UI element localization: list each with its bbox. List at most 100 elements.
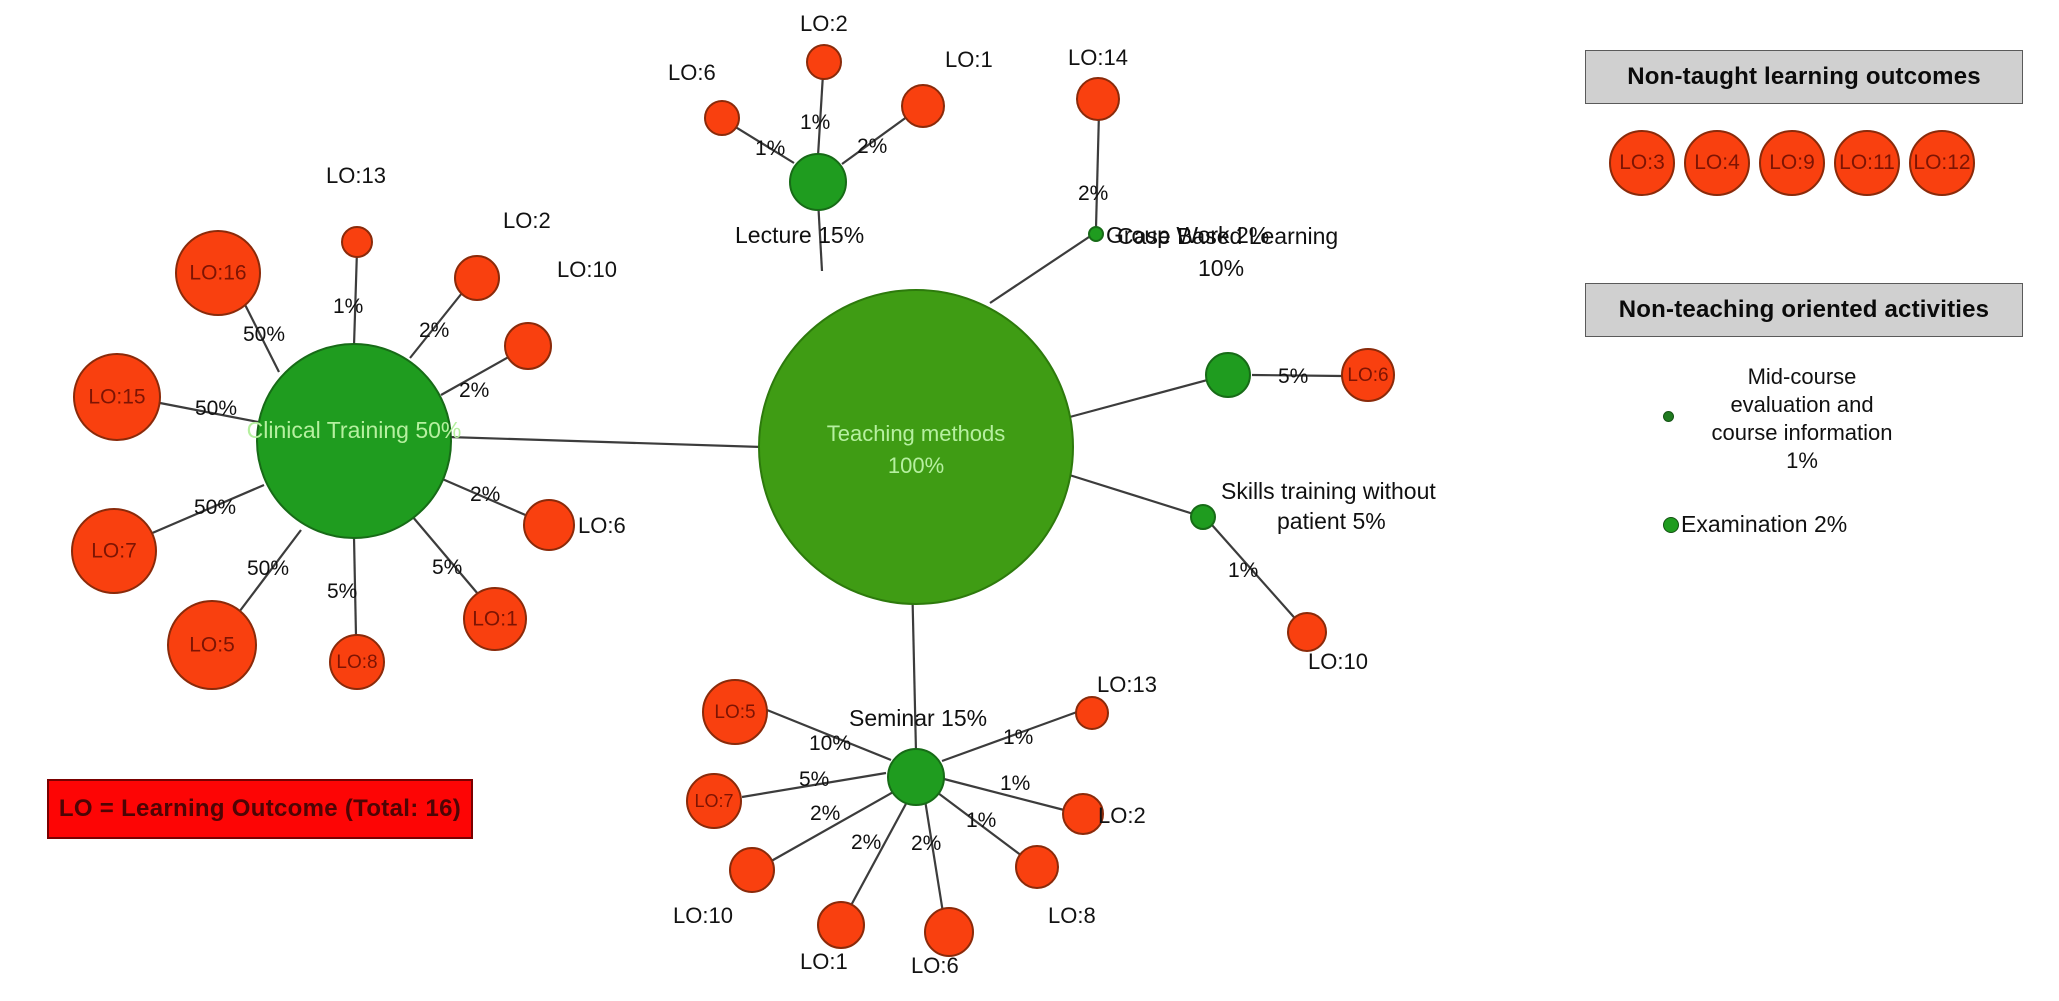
node-lecture[interactable] bbox=[789, 153, 847, 211]
non-taught-chip[interactable]: LO:9 bbox=[1759, 130, 1825, 196]
ct-lo5-label: LO:5 bbox=[189, 634, 235, 657]
hub-label-line2: 100% bbox=[888, 453, 944, 478]
lec-lo1-label: LO:1 bbox=[945, 47, 993, 72]
non-taught-header: Non-taught learning outcomes bbox=[1585, 50, 2023, 104]
node-ct-lo7[interactable] bbox=[71, 508, 157, 594]
node-teaching-methods[interactable] bbox=[758, 289, 1074, 605]
node-ct-lo15[interactable] bbox=[73, 353, 161, 441]
edge-sk-lo10 bbox=[1211, 524, 1301, 625]
cbl-label-line1: Case Based Learning bbox=[1117, 223, 1338, 249]
sem-lo13-label: LO:13 bbox=[1097, 672, 1157, 697]
node-case-based-learning[interactable] bbox=[1205, 352, 1251, 398]
pct-ct-lo6: 2% bbox=[470, 483, 500, 506]
pct-ct-lo10: 2% bbox=[459, 379, 489, 402]
sem-lo1-label: LO:1 bbox=[800, 949, 848, 974]
ct-lo1-label: LO:1 bbox=[472, 608, 518, 631]
node-cbl-lo6[interactable] bbox=[1341, 348, 1395, 402]
pct-sem-lo10: 2% bbox=[810, 802, 840, 825]
edge-ct-lo8 bbox=[352, 536, 358, 637]
examination-label: Examination 2% bbox=[1681, 511, 1848, 537]
midcourse-text: Mid-course evaluation and course informa… bbox=[1677, 363, 1927, 475]
examination-dot-icon bbox=[1663, 516, 1679, 533]
pct-sem-lo2: 1% bbox=[1000, 772, 1030, 795]
non-teaching-item-examination[interactable]: Examination 2% bbox=[1663, 511, 1847, 538]
non-taught-chip[interactable]: LO:4 bbox=[1684, 130, 1750, 196]
non-taught-chip-row: LO:3 LO:4 LO:9 LO:11 LO:12 bbox=[1585, 130, 2023, 196]
non-taught-chip[interactable]: LO:3 bbox=[1609, 130, 1675, 196]
node-ct-lo6[interactable] bbox=[523, 499, 575, 551]
sem-lo7-label: LO:7 bbox=[694, 791, 733, 811]
edge-sem-lo2 bbox=[943, 777, 1069, 813]
ct-lo8-label: LO:8 bbox=[336, 652, 377, 673]
lec-lo6-label: LO:6 bbox=[668, 60, 716, 85]
pct-cbl-lo6: 5% bbox=[1278, 365, 1308, 388]
edge-hub-cbl bbox=[1065, 373, 1227, 420]
sem-lo8-label: LO:8 bbox=[1048, 903, 1096, 928]
group-work-label: Group Work 2% bbox=[1106, 222, 1269, 248]
pct-sk-lo10: 1% bbox=[1228, 559, 1258, 582]
node-lec-lo2[interactable] bbox=[806, 44, 842, 80]
node-ct-lo8[interactable] bbox=[329, 634, 385, 690]
gw-lo14-label: LO:14 bbox=[1068, 45, 1128, 70]
node-seminar[interactable] bbox=[887, 748, 945, 806]
node-ct-lo13[interactable] bbox=[341, 226, 373, 258]
node-ct-lo5[interactable] bbox=[167, 600, 257, 690]
seminar-edges bbox=[741, 708, 1078, 920]
ct-lo15-label: LO:15 bbox=[88, 386, 145, 409]
node-clinical-training[interactable] bbox=[256, 343, 452, 539]
non-taught-chip[interactable]: LO:11 bbox=[1834, 130, 1900, 196]
lec-lo2-label: LO:2 bbox=[800, 11, 848, 36]
midcourse-line3: course information bbox=[1711, 420, 1893, 445]
ct-lo7-label: LO:7 bbox=[91, 540, 137, 563]
ct-lo6-label: LO:6 bbox=[578, 513, 626, 538]
skills-label-line1: Skills training without bbox=[1221, 478, 1436, 504]
node-sem-lo1[interactable] bbox=[817, 901, 865, 949]
node-lec-lo6[interactable] bbox=[704, 100, 740, 136]
node-gw-lo14[interactable] bbox=[1076, 77, 1120, 121]
cbl-lo6-label: LO:6 bbox=[1347, 365, 1388, 386]
pct-ct-lo16: 50% bbox=[243, 323, 285, 346]
pct-sem-lo8: 1% bbox=[966, 809, 996, 832]
edge-sem-lo13 bbox=[941, 710, 1078, 763]
seminar-label: Seminar 15% bbox=[849, 705, 987, 731]
sk-lo10-label: LO:10 bbox=[1308, 649, 1368, 674]
clinical-training-label: Clinical Training 50% bbox=[247, 417, 462, 443]
edge-hub-skills bbox=[1062, 471, 1204, 519]
node-ct-lo16[interactable] bbox=[175, 230, 261, 316]
pct-ct-lo2: 2% bbox=[419, 319, 449, 342]
node-sk-lo10[interactable] bbox=[1287, 612, 1327, 652]
edge-ct-lo15 bbox=[159, 401, 259, 424]
edge-sem-lo5 bbox=[766, 708, 892, 762]
pct-lec-lo6: 1% bbox=[755, 137, 785, 160]
pct-ct-lo15: 50% bbox=[195, 397, 237, 420]
pct-sem-lo5: 10% bbox=[809, 732, 851, 755]
edge-ct-lo6 bbox=[439, 476, 531, 519]
node-sem-lo10[interactable] bbox=[729, 847, 775, 893]
node-skills-training[interactable] bbox=[1190, 504, 1216, 530]
node-sem-lo6[interactable] bbox=[924, 907, 974, 957]
node-sem-lo7[interactable] bbox=[686, 773, 742, 829]
node-sem-lo5[interactable] bbox=[702, 679, 768, 745]
node-sem-lo13[interactable] bbox=[1075, 696, 1109, 730]
node-sem-lo2[interactable] bbox=[1062, 793, 1104, 835]
pct-sem-lo7: 5% bbox=[799, 768, 829, 791]
node-group-work[interactable] bbox=[1088, 226, 1104, 242]
pct-lec-lo2: 1% bbox=[800, 111, 830, 134]
pct-ct-lo8: 5% bbox=[327, 580, 357, 603]
node-ct-lo10[interactable] bbox=[504, 322, 552, 370]
edge-sem-lo7 bbox=[741, 771, 887, 799]
edge-sem-lo10 bbox=[765, 790, 896, 865]
edge-lec-lo1 bbox=[841, 110, 916, 165]
edge-hub-groupwork bbox=[989, 232, 1096, 304]
non-taught-chip[interactable]: LO:12 bbox=[1909, 130, 1975, 196]
edge-gw-lo14 bbox=[1094, 111, 1101, 229]
skills-label-line2: patient 5% bbox=[1277, 508, 1386, 534]
lecture-edges bbox=[728, 73, 916, 165]
hub-label-line1: Teaching methods bbox=[827, 421, 1006, 446]
node-ct-lo2[interactable] bbox=[454, 255, 500, 301]
node-sem-lo8[interactable] bbox=[1015, 845, 1059, 889]
edge-ct-lo2 bbox=[409, 282, 471, 359]
node-ct-lo1[interactable] bbox=[463, 587, 527, 651]
pct-ct-lo13: 1% bbox=[333, 295, 363, 318]
node-lec-lo1[interactable] bbox=[901, 84, 945, 128]
